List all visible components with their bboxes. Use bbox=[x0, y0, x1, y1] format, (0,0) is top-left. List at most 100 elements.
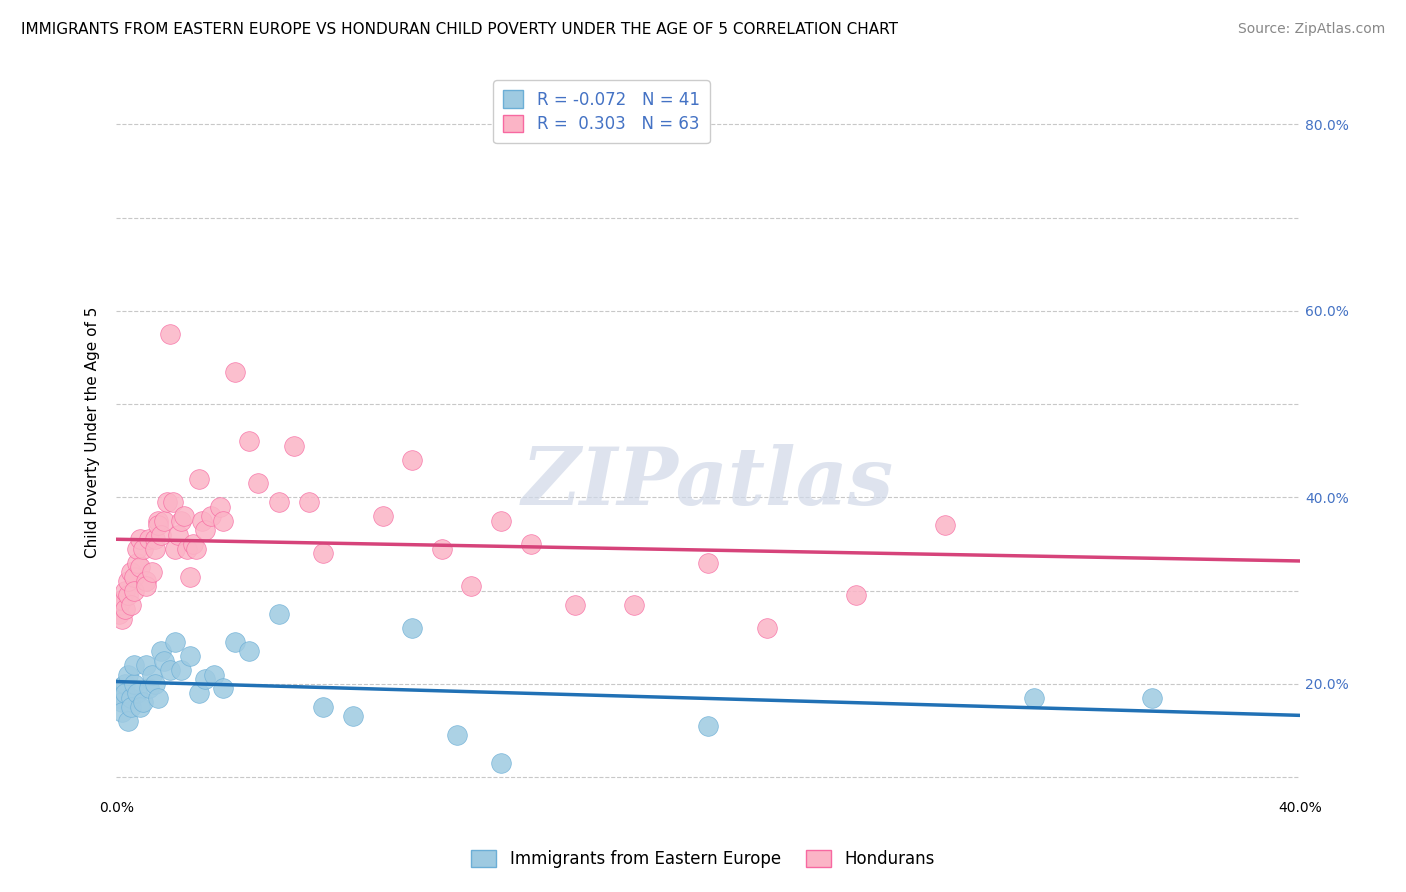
Point bbox=[238, 434, 260, 449]
Point bbox=[489, 756, 512, 770]
Point bbox=[143, 677, 166, 691]
Point bbox=[149, 644, 172, 658]
Point bbox=[141, 565, 163, 579]
Point bbox=[146, 690, 169, 705]
Point bbox=[202, 667, 225, 681]
Point bbox=[114, 583, 136, 598]
Point bbox=[181, 537, 204, 551]
Point bbox=[114, 686, 136, 700]
Point bbox=[179, 569, 201, 583]
Point bbox=[108, 598, 131, 612]
Point bbox=[224, 635, 246, 649]
Point bbox=[152, 514, 174, 528]
Point bbox=[401, 621, 423, 635]
Point bbox=[108, 690, 131, 705]
Point bbox=[129, 700, 152, 714]
Point bbox=[159, 327, 181, 342]
Point bbox=[401, 453, 423, 467]
Legend: Immigrants from Eastern Europe, Hondurans: Immigrants from Eastern Europe, Honduran… bbox=[465, 843, 941, 875]
Point bbox=[519, 537, 541, 551]
Point bbox=[117, 714, 139, 728]
Point bbox=[129, 560, 152, 574]
Point bbox=[460, 579, 482, 593]
Point bbox=[155, 495, 177, 509]
Point bbox=[564, 598, 586, 612]
Point bbox=[138, 681, 160, 696]
Point bbox=[111, 611, 134, 625]
Point bbox=[342, 709, 364, 723]
Point bbox=[179, 648, 201, 663]
Point bbox=[125, 541, 148, 556]
Point bbox=[120, 690, 142, 705]
Point bbox=[120, 700, 142, 714]
Point bbox=[211, 514, 233, 528]
Point bbox=[697, 556, 720, 570]
Point bbox=[188, 686, 211, 700]
Point bbox=[170, 663, 193, 677]
Point bbox=[194, 672, 217, 686]
Point bbox=[298, 495, 321, 509]
Point bbox=[135, 658, 157, 673]
Text: Source: ZipAtlas.com: Source: ZipAtlas.com bbox=[1237, 22, 1385, 37]
Point bbox=[191, 514, 214, 528]
Point bbox=[125, 556, 148, 570]
Text: ZIPatlas: ZIPatlas bbox=[522, 444, 894, 522]
Point bbox=[129, 533, 152, 547]
Point bbox=[122, 583, 145, 598]
Point bbox=[267, 607, 290, 621]
Point bbox=[845, 588, 868, 602]
Point bbox=[122, 569, 145, 583]
Point bbox=[146, 518, 169, 533]
Point bbox=[934, 518, 956, 533]
Point bbox=[125, 686, 148, 700]
Point bbox=[108, 607, 131, 621]
Point bbox=[135, 574, 157, 589]
Point bbox=[186, 541, 208, 556]
Point bbox=[111, 593, 134, 607]
Point bbox=[117, 667, 139, 681]
Point bbox=[159, 663, 181, 677]
Point bbox=[173, 508, 195, 523]
Point bbox=[132, 696, 155, 710]
Point bbox=[224, 364, 246, 378]
Text: IMMIGRANTS FROM EASTERN EUROPE VS HONDURAN CHILD POVERTY UNDER THE AGE OF 5 CORR: IMMIGRANTS FROM EASTERN EUROPE VS HONDUR… bbox=[21, 22, 898, 37]
Point bbox=[114, 602, 136, 616]
Y-axis label: Child Poverty Under the Age of 5: Child Poverty Under the Age of 5 bbox=[86, 307, 100, 558]
Point bbox=[200, 508, 222, 523]
Point bbox=[211, 681, 233, 696]
Point bbox=[312, 546, 335, 560]
Point bbox=[120, 598, 142, 612]
Point bbox=[623, 598, 645, 612]
Point bbox=[371, 508, 394, 523]
Point bbox=[489, 514, 512, 528]
Point bbox=[111, 705, 134, 719]
Point bbox=[143, 533, 166, 547]
Point bbox=[176, 541, 198, 556]
Point bbox=[756, 621, 779, 635]
Point bbox=[170, 514, 193, 528]
Point bbox=[446, 728, 468, 742]
Point bbox=[117, 588, 139, 602]
Point bbox=[108, 681, 131, 696]
Point bbox=[697, 719, 720, 733]
Point bbox=[162, 495, 184, 509]
Point bbox=[122, 677, 145, 691]
Point bbox=[165, 541, 187, 556]
Point bbox=[167, 527, 190, 541]
Point bbox=[146, 514, 169, 528]
Point bbox=[312, 700, 335, 714]
Point bbox=[152, 653, 174, 667]
Point bbox=[1140, 690, 1163, 705]
Point bbox=[283, 439, 305, 453]
Point bbox=[430, 541, 453, 556]
Point bbox=[138, 533, 160, 547]
Point bbox=[188, 472, 211, 486]
Point bbox=[117, 574, 139, 589]
Point bbox=[114, 677, 136, 691]
Point bbox=[267, 495, 290, 509]
Point bbox=[165, 635, 187, 649]
Point bbox=[194, 523, 217, 537]
Point bbox=[111, 696, 134, 710]
Point bbox=[122, 658, 145, 673]
Point bbox=[247, 476, 270, 491]
